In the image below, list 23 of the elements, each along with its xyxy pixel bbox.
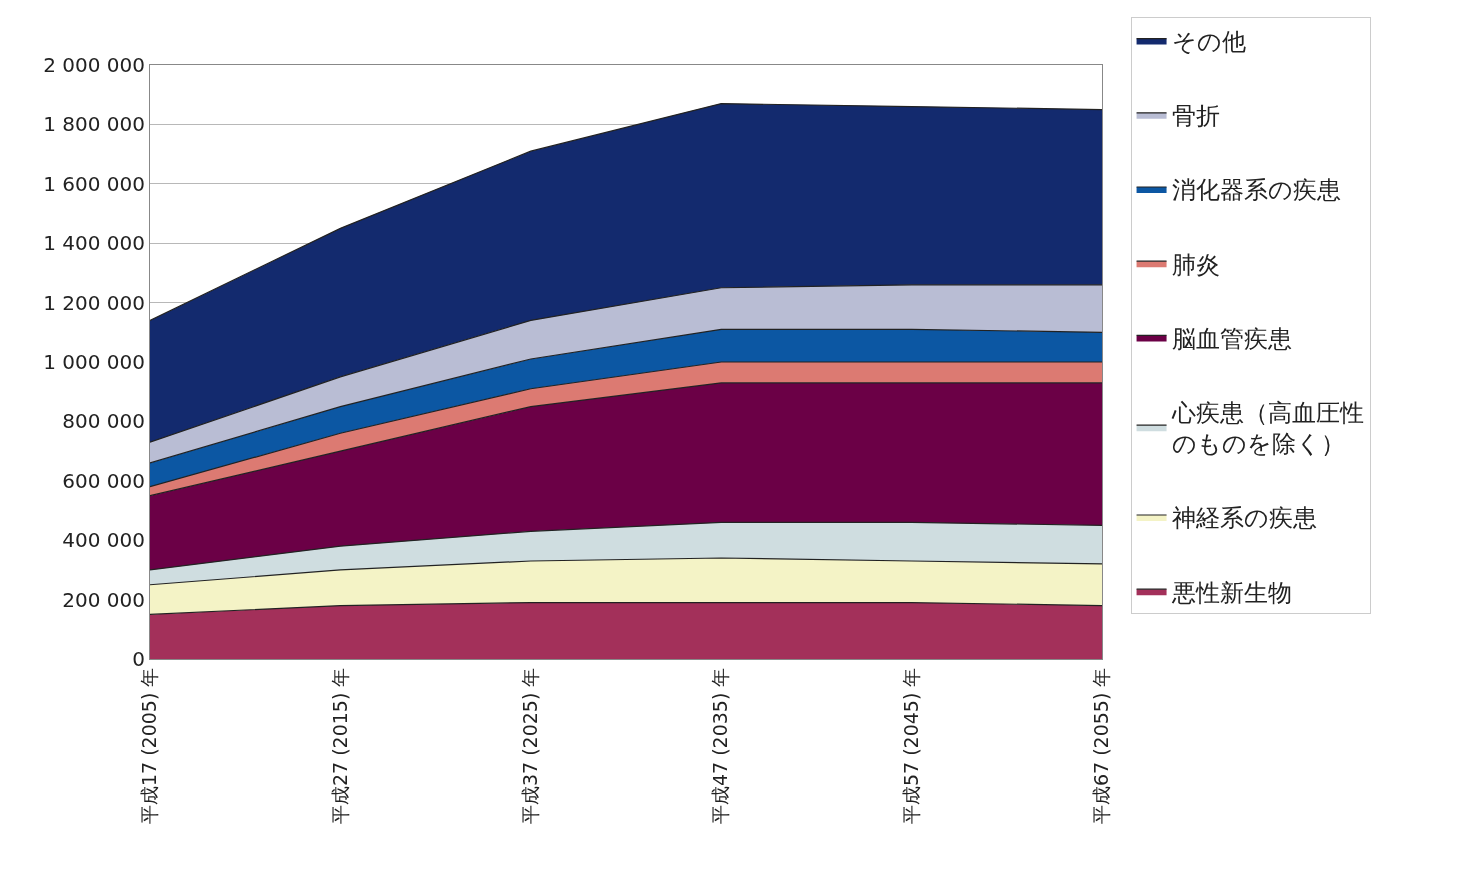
y-tick-label: 1 800 000	[43, 112, 145, 137]
legend-label: 脳血管疾患	[1171, 324, 1292, 353]
legend-label: 心疾患（高血圧性のものを除く）	[1170, 398, 1364, 459]
x-tick-label: 平成67 (2055) 年	[1090, 667, 1113, 825]
x-tick-label: 平成37 (2025) 年	[518, 667, 541, 825]
x-tick-label: 平成27 (2015) 年	[328, 667, 351, 825]
y-tick-label: 1 400 000	[43, 231, 145, 256]
y-tick-label: 800 000	[62, 409, 145, 434]
y-tick-label: 1 600 000	[43, 171, 145, 196]
y-tick-label: 200 000	[62, 587, 145, 612]
legend-label: 肺炎	[1171, 250, 1220, 279]
y-tick-label: 1 200 000	[43, 290, 145, 315]
legend-label: 消化器系の疾患	[1171, 176, 1341, 205]
legend-label: 骨折	[1171, 102, 1220, 131]
legend-label: その他	[1171, 27, 1246, 56]
y-tick-label: 2 000 000	[43, 53, 145, 77]
legend-label: 神経系の疾患	[1171, 504, 1317, 533]
y-tick-label: 1 000 000	[43, 350, 145, 374]
y-tick-label: 400 000	[62, 528, 145, 553]
x-tick-label: 平成57 (2045) 年	[899, 667, 922, 825]
x-tick-label: 平成47 (2035) 年	[709, 667, 732, 825]
y-tick-label: 600 000	[62, 468, 145, 493]
legend-label: 悪性新生物	[1170, 578, 1292, 607]
